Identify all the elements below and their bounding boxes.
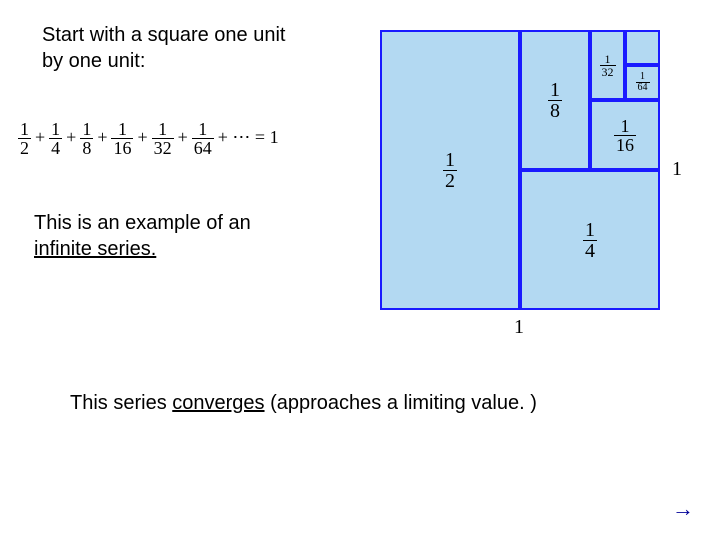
rect-sixtyfourth: 164: [625, 65, 660, 100]
converges-text: This series converges (approaches a limi…: [70, 390, 670, 416]
converge-pre: This series: [70, 392, 172, 414]
rect-eighth: 18: [520, 30, 590, 170]
rect-remainder: [625, 30, 660, 65]
converge-post: (approaches a limiting value. ): [265, 392, 537, 414]
series-equation: 12+14+18+116+132+164+ ⋯ = 1: [18, 120, 283, 157]
side-label-right: 1: [672, 158, 682, 181]
intro-text: Start with a square one unit by one unit…: [42, 22, 302, 74]
example-text-plain: This is an example of an: [34, 212, 251, 234]
next-arrow-icon: →: [672, 496, 694, 522]
rect-half: 12: [380, 30, 520, 310]
unit-square: 121418116132164: [380, 30, 660, 310]
side-label-bottom: 1: [514, 316, 524, 339]
rect-thirtysecond: 132: [590, 30, 625, 100]
infinite-series-text: This is an example of an infinite series…: [34, 210, 334, 262]
converge-underlined: converges: [172, 392, 264, 414]
example-text-underlined: infinite series.: [34, 238, 156, 260]
rect-quarter: 14: [520, 170, 660, 310]
unit-square-diagram: 121418116132164 1 1: [380, 30, 660, 310]
rect-sixteenth: 116: [590, 100, 660, 170]
